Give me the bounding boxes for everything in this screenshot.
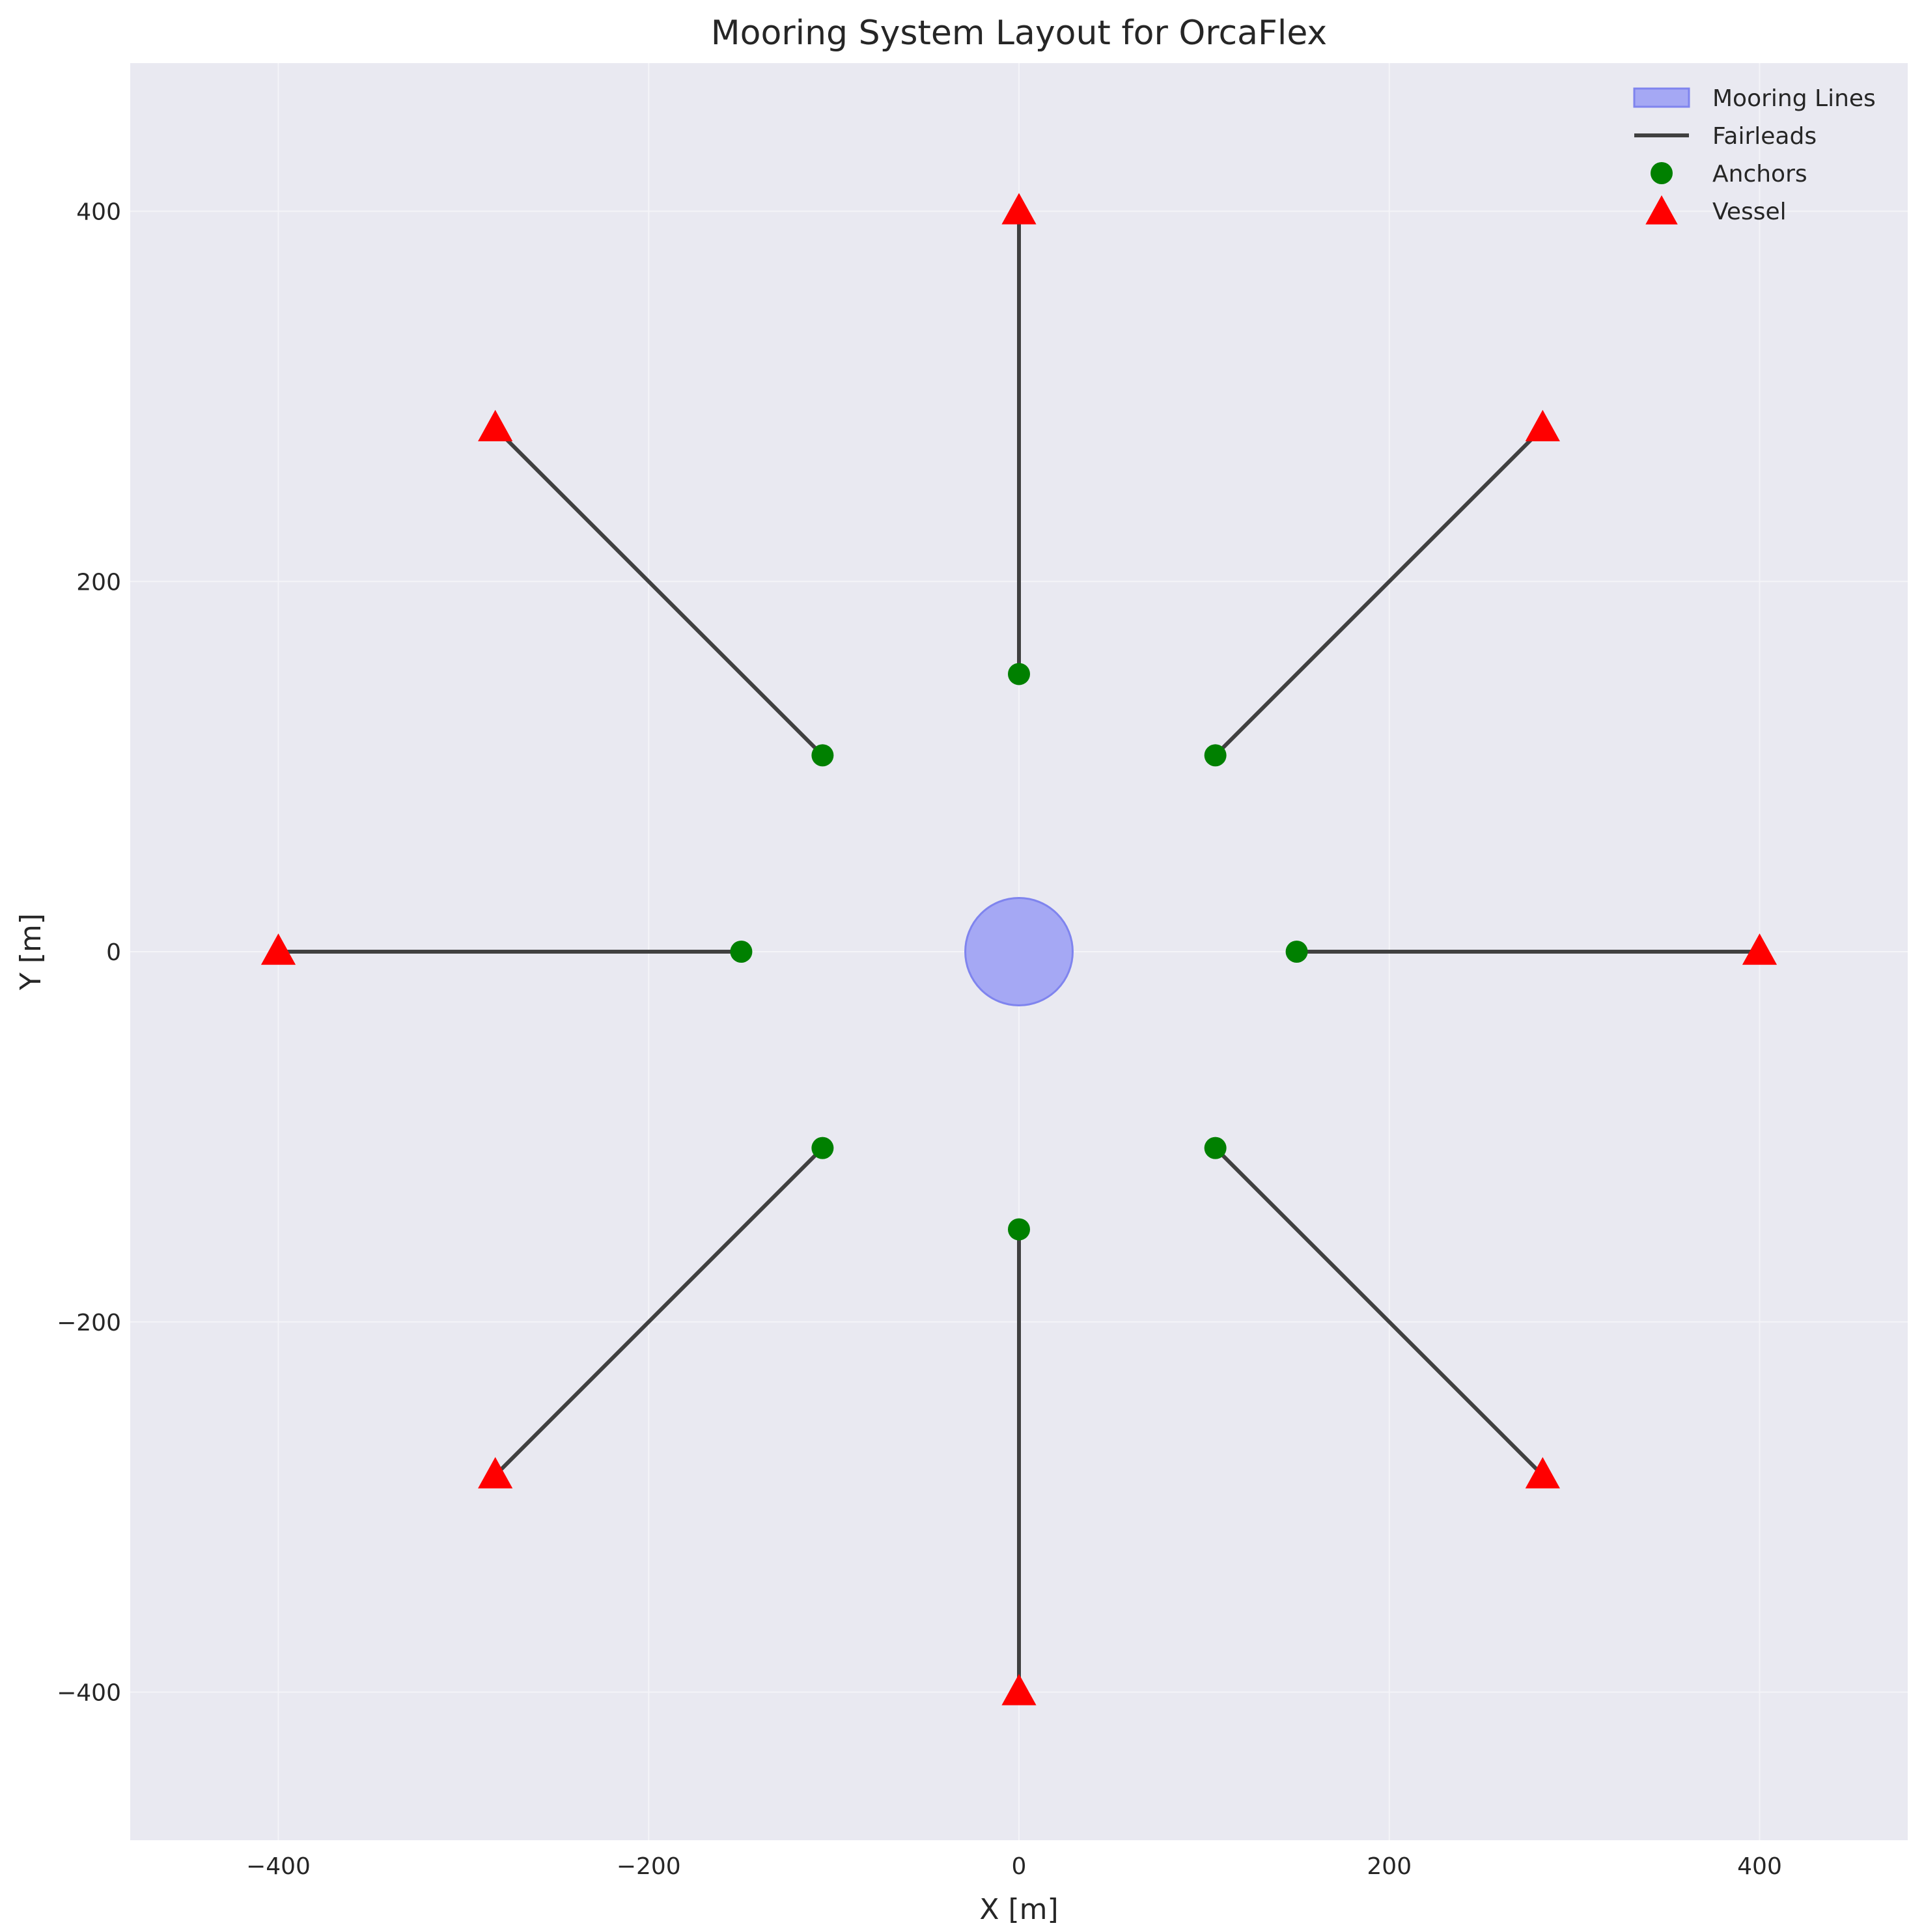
y-tick-label: −400: [57, 1680, 121, 1707]
series-layer: [260, 193, 1778, 1705]
vessel-marker: [1742, 933, 1778, 965]
y-tick-label: 0: [106, 939, 121, 966]
fairlead-line: [493, 426, 825, 758]
anchor-point: [730, 941, 753, 963]
legend-label: Anchors: [1712, 161, 1807, 187]
vessel-marker: [1001, 1674, 1037, 1705]
anchor-point: [1204, 744, 1227, 767]
vessel-marker: [1525, 409, 1560, 441]
fairlead-line: [1213, 1146, 1545, 1478]
legend-swatch-vessel: [1645, 195, 1678, 225]
y-axis-ticks: −400 −200 0 200 400: [57, 199, 121, 1707]
fairlead-line: [1213, 426, 1545, 758]
chart-title: Mooring System Layout for OrcaFlex: [711, 14, 1327, 53]
vessel-marker: [478, 1457, 513, 1489]
x-tick-label: 200: [1367, 1853, 1412, 1880]
y-tick-label: −200: [57, 1310, 121, 1336]
y-tick-label: 200: [76, 569, 121, 596]
legend-label: Fairleads: [1712, 123, 1817, 150]
legend: Mooring Lines Fairleads Anchors Vessel: [1633, 85, 1876, 225]
legend-swatch-anchors: [1651, 162, 1673, 184]
x-tick-label: 400: [1737, 1853, 1782, 1880]
fairlead-line: [493, 1146, 825, 1478]
legend-label: Mooring Lines: [1712, 85, 1876, 112]
vessel-marker: [1001, 193, 1037, 225]
y-tick-label: 400: [76, 199, 121, 226]
vessel-marker: [1525, 1457, 1560, 1489]
x-tick-label: −400: [246, 1853, 311, 1880]
legend-label: Vessel: [1712, 199, 1787, 225]
platform-circle: [964, 897, 1074, 1006]
x-tick-label: −200: [617, 1853, 681, 1880]
legend-swatch-mooring-lines: [1633, 87, 1690, 108]
anchor-point: [811, 1137, 834, 1159]
x-tick-label: 0: [1012, 1853, 1027, 1880]
vessel-marker: [260, 933, 296, 965]
anchor-point: [1008, 663, 1030, 685]
y-axis-label: Y [m]: [14, 913, 48, 991]
x-axis-label: X [m]: [979, 1893, 1058, 1926]
anchor-point: [1008, 1218, 1030, 1241]
anchor-point: [1285, 941, 1308, 963]
anchor-point: [1204, 1137, 1227, 1159]
x-axis-ticks: −400 −200 0 200 400: [246, 1853, 1782, 1880]
vessel-marker: [478, 409, 513, 441]
anchor-point: [811, 744, 834, 767]
